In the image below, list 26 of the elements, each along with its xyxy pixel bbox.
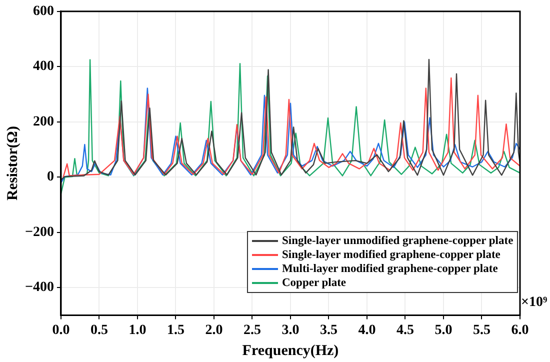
x-tick-label: 0.5 [90,323,108,338]
y-tick-label: −200 [24,224,54,240]
x-tick-label: 5.0 [434,323,452,338]
legend-label: Copper plate [282,276,346,290]
x-tick-label: 3.5 [320,323,338,338]
y-tick-label: −400 [24,280,54,296]
y-tick-label: 200 [32,114,54,130]
y-tick-label: 0 [46,170,54,185]
x-tick-label: 1.5 [166,323,184,338]
legend-label: Single-layer modified graphene-copper plate [282,248,500,262]
x-tick-label: 4.0 [358,323,376,338]
x-axis-title: Frequency(Hz) [242,342,339,359]
x-tick-label: 6.0 [511,323,529,338]
y-axis-title: Resistor(Ω) [4,126,21,201]
x-tick-label: 1.0 [128,323,146,338]
x-tick-label: 5.5 [473,323,490,338]
x-tick-label: 0.0 [52,323,70,338]
x-tick-label: 3.0 [282,323,300,338]
y-tick-label: 600 [32,4,54,20]
x-tick-label: 2.5 [243,323,261,338]
x-tick-label: 4.5 [396,323,414,338]
legend-label: Single-layer unmodified graphene-copper plate [282,234,514,248]
legend-label: Multi-layer modified graphene-copper plate [282,262,498,276]
text: ×10⁹ [521,295,548,310]
x-tick-label: 2.0 [205,323,223,338]
y-tick-label: 400 [32,59,54,74]
